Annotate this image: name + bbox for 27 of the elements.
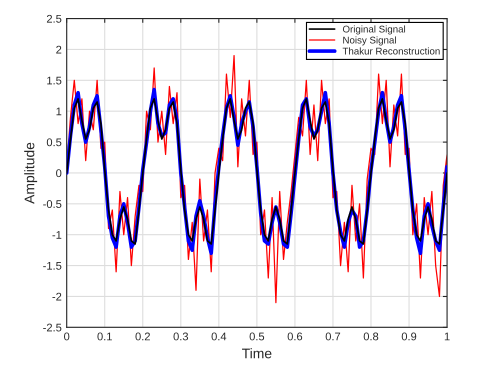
- legend-label: Original Signal: [342, 25, 406, 34]
- x-tick-label: 0: [64, 332, 70, 340]
- legend-label: Noisy Signal: [343, 36, 396, 46]
- y-tick-label: -0.5: [43, 200, 62, 208]
- y-tick-label: 1.5: [47, 76, 62, 84]
- y-tick-label: -1.5: [43, 262, 62, 270]
- x-tick-label: 0.2: [135, 332, 150, 340]
- x-tick-label: 0.5: [250, 332, 264, 340]
- y-tick-label: -2.5: [43, 324, 62, 332]
- y-tick-label: -2: [52, 292, 62, 301]
- y-tick-label: 2: [56, 46, 62, 54]
- legend-label: Thakur Reconstruction: [342, 47, 440, 55]
- x-tick-label: 1: [444, 332, 450, 340]
- x-tick-label: 0.1: [97, 332, 112, 340]
- x-tick-label: 0.7: [326, 332, 340, 340]
- y-tick-label: 0: [56, 169, 62, 178]
- x-tick-label: 0.3: [174, 332, 188, 340]
- x-tick-label: 0.6: [288, 332, 302, 340]
- x-tick-label: 0.8: [364, 332, 378, 340]
- y-tick-label: 0.5: [46, 138, 62, 146]
- y-tick-label: -1: [52, 231, 62, 239]
- y-axis-title: Amplitude: [24, 142, 38, 204]
- x-tick-label: 0.9: [402, 332, 416, 340]
- x-tick-label: 0.4: [212, 332, 226, 340]
- y-tick-label: 1: [56, 108, 62, 116]
- x-axis-title: Time: [242, 348, 272, 358]
- y-tick-label: 2.5: [46, 14, 62, 23]
